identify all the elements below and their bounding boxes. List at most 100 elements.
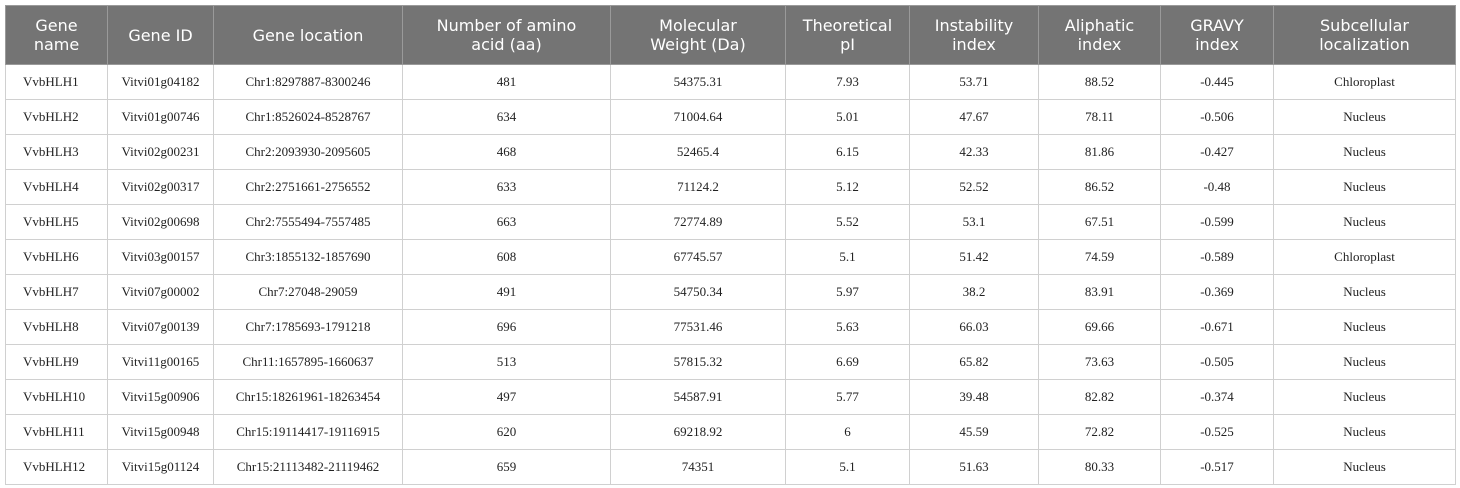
table-cell: VvbHLH3 <box>5 134 108 170</box>
table-cell: Vitvi07g00139 <box>107 309 214 345</box>
table-cell: -0.445 <box>1160 64 1274 100</box>
table-cell: 659 <box>402 449 611 485</box>
table-cell: 86.52 <box>1038 169 1161 205</box>
table-cell: Chr15:18261961-18263454 <box>213 379 403 415</box>
table-cell: VvbHLH4 <box>5 169 108 205</box>
table-cell: 513 <box>402 344 611 380</box>
table-cell: 54587.91 <box>610 379 786 415</box>
header-text: index <box>952 35 996 54</box>
table-cell: Vitvi07g00002 <box>107 274 214 310</box>
table-cell: 51.63 <box>909 449 1039 485</box>
table-cell: 5.01 <box>785 99 910 135</box>
header-cell: Gene location <box>213 5 403 65</box>
table-cell: 67745.57 <box>610 239 786 275</box>
table-cell: 38.2 <box>909 274 1039 310</box>
table-cell: -0.427 <box>1160 134 1274 170</box>
header-text: GRAVY <box>1190 16 1244 35</box>
table-cell: 77531.46 <box>610 309 786 345</box>
table-cell: Vitvi15g00948 <box>107 414 214 450</box>
table-cell: 65.82 <box>909 344 1039 380</box>
table-cell: 53.1 <box>909 204 1039 240</box>
table-cell: -0.589 <box>1160 239 1274 275</box>
table-cell: Chr3:1855132-1857690 <box>213 239 403 275</box>
table-cell: 51.42 <box>909 239 1039 275</box>
table-row: VvbHLH5 Vitvi02g00698 Chr2:7555494-7557485… <box>5 204 1456 240</box>
table-row: VvbHLH1 Vitvi01g04182 Chr1:8297887-8300246… <box>5 64 1456 100</box>
table-cell: Vitvi15g00906 <box>107 379 214 415</box>
table-cell: 620 <box>402 414 611 450</box>
table-cell: 45.59 <box>909 414 1039 450</box>
table-cell: -0.505 <box>1160 344 1274 380</box>
table-row: VvbHLH2 Vitvi01g00746 Chr1:8526024-8528767… <box>5 99 1456 135</box>
table-cell: 71124.2 <box>610 169 786 205</box>
table-row: VvbHLH7 Vitvi07g00002 Chr7:27048-29059 491 5… <box>5 274 1456 310</box>
table-cell: VvbHLH11 <box>5 414 108 450</box>
table-cell: Nucleus <box>1273 309 1456 345</box>
table-cell: 53.71 <box>909 64 1039 100</box>
table-cell: 633 <box>402 169 611 205</box>
table-cell: -0.369 <box>1160 274 1274 310</box>
table-cell: Nucleus <box>1273 379 1456 415</box>
header-text: Molecular <box>659 16 737 35</box>
table-cell: 52.52 <box>909 169 1039 205</box>
table-body: VvbHLH1 Vitvi01g04182 Chr1:8297887-8300246… <box>5 64 1456 485</box>
table-cell: 73.63 <box>1038 344 1161 380</box>
table-cell: -0.374 <box>1160 379 1274 415</box>
table-cell: 78.11 <box>1038 99 1161 135</box>
table-cell: 39.48 <box>909 379 1039 415</box>
table-cell: 481 <box>402 64 611 100</box>
table-cell: VvbHLH7 <box>5 274 108 310</box>
table-cell: VvbHLH9 <box>5 344 108 380</box>
table-cell: 468 <box>402 134 611 170</box>
table-cell: 5.63 <box>785 309 910 345</box>
header-cell: Gene ID <box>107 5 214 65</box>
table-row: VvbHLH4 Vitvi02g00317 Chr2:2751661-2756552… <box>5 169 1456 205</box>
table-cell: 491 <box>402 274 611 310</box>
header-cell: Gene name <box>5 5 108 65</box>
table-cell: Nucleus <box>1273 414 1456 450</box>
table-row: VvbHLH8 Vitvi07g00139 Chr7:1785693-1791218… <box>5 309 1456 345</box>
table-cell: 5.1 <box>785 449 910 485</box>
table-cell: 5.52 <box>785 204 910 240</box>
header-cell: Subcellular localization <box>1273 5 1456 65</box>
table-cell: 83.91 <box>1038 274 1161 310</box>
table-cell: 663 <box>402 204 611 240</box>
header-cell: Theoretical pI <box>785 5 910 65</box>
table-cell: 72774.89 <box>610 204 786 240</box>
table-cell: Chr2:2093930-2095605 <box>213 134 403 170</box>
table-cell: Nucleus <box>1273 274 1456 310</box>
table-cell: 69.66 <box>1038 309 1161 345</box>
table-cell: 54750.34 <box>610 274 786 310</box>
table-cell: Chr15:21113482-21119462 <box>213 449 403 485</box>
header-text: Number of amino <box>436 16 577 35</box>
table-cell: Nucleus <box>1273 169 1456 205</box>
table-row: VvbHLH12 Vitvi15g01124 Chr15:21113482-2111… <box>5 449 1456 485</box>
table-cell: VvbHLH10 <box>5 379 108 415</box>
table-cell: -0.48 <box>1160 169 1274 205</box>
header-cell: GRAVY index <box>1160 5 1274 65</box>
header-text: acid (aa) <box>471 35 542 54</box>
data-table: Gene name Gene ID Gene location Number of am… <box>5 5 1456 485</box>
table-cell: 5.12 <box>785 169 910 205</box>
header-text: index <box>1077 35 1122 54</box>
table-cell: Nucleus <box>1273 99 1456 135</box>
table-cell: VvbHLH5 <box>5 204 108 240</box>
table-cell: Chr15:19114417-19116915 <box>213 414 403 450</box>
table-cell: 696 <box>402 309 611 345</box>
table-cell: Chr2:2751661-2756552 <box>213 169 403 205</box>
table-cell: Nucleus <box>1273 134 1456 170</box>
table-cell: -0.517 <box>1160 449 1274 485</box>
header-text: localization <box>1319 35 1410 54</box>
table-cell: VvbHLH8 <box>5 309 108 345</box>
header-text: pI <box>840 35 855 54</box>
table-cell: Chr11:1657895-1660637 <box>213 344 403 380</box>
table-cell: 82.82 <box>1038 379 1161 415</box>
header-cell: Instability index <box>909 5 1039 65</box>
table-row: VvbHLH3 Vitvi02g00231 Chr2:2093930-2095605… <box>5 134 1456 170</box>
header-cell: Aliphatic index <box>1038 5 1161 65</box>
table-cell: 57815.32 <box>610 344 786 380</box>
table-cell: Nucleus <box>1273 344 1456 380</box>
table-cell: Vitvi11g00165 <box>107 344 214 380</box>
header-text: Gene ID <box>128 25 193 45</box>
